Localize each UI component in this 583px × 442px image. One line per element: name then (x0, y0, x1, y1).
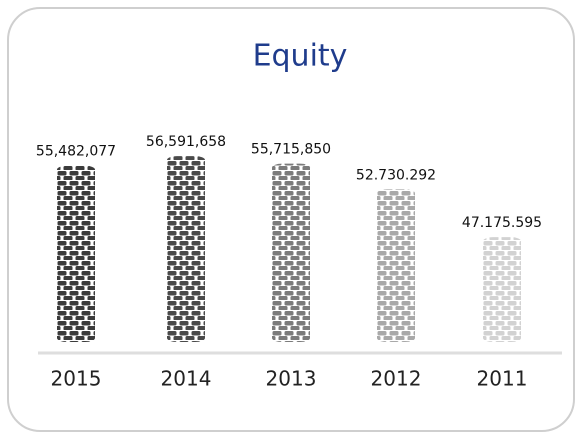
bar (57, 165, 95, 342)
bar (272, 163, 310, 342)
bar (167, 156, 205, 342)
x-tick-label: 2015 (51, 367, 102, 391)
value-label: 47.175.595 (462, 215, 542, 231)
bar (377, 189, 415, 342)
x-tick-label: 2011 (477, 367, 528, 391)
x-tick-label: 2014 (161, 367, 212, 391)
value-label: 52.730.292 (356, 167, 436, 183)
value-label: 55,715,850 (251, 142, 331, 158)
value-label: 56,591,658 (146, 134, 226, 150)
x-tick-label: 2012 (371, 367, 422, 391)
chart-title: Equity (253, 39, 348, 74)
value-label: 55,482,077 (36, 144, 116, 160)
bar (483, 237, 521, 342)
x-tick-label: 2013 (266, 367, 317, 391)
